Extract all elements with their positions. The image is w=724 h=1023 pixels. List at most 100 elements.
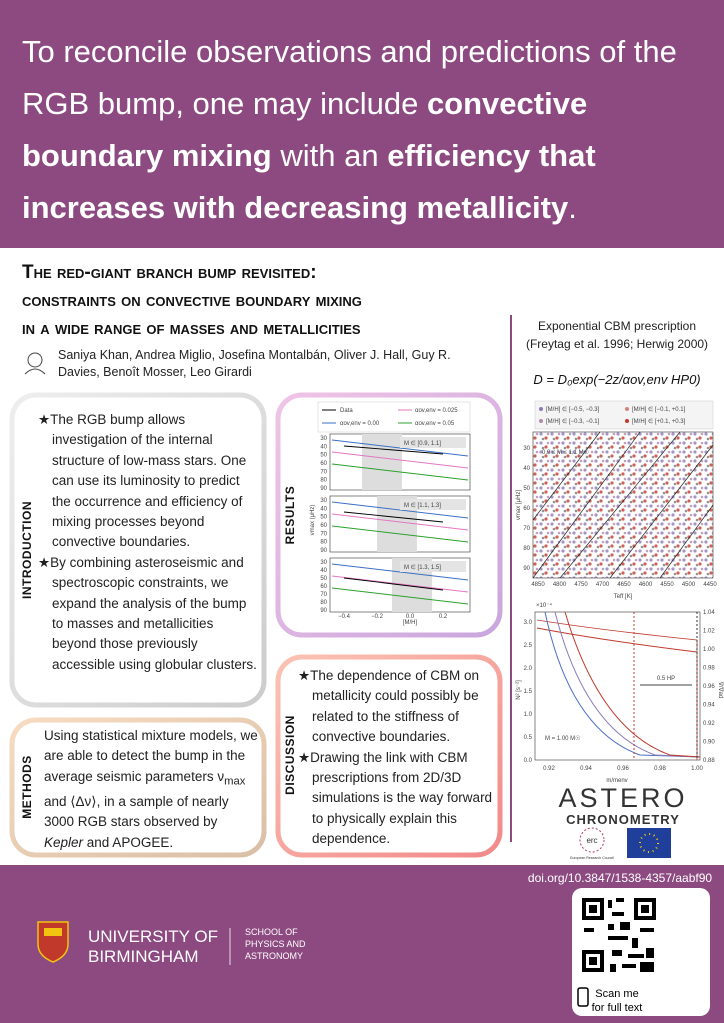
model-line: [331, 513, 469, 531]
y-tick-label: 50: [320, 453, 327, 459]
y-tick-label: 90: [320, 486, 327, 492]
university: BIRMINGHAM: [88, 947, 199, 966]
text-segment: convective boundary mixing: [22, 86, 588, 173]
y-tick-label: 60: [523, 506, 530, 512]
x-tick-label: 0.0: [406, 614, 415, 620]
x-tick-label: 4600: [639, 582, 653, 588]
intro-box: [9, 392, 267, 708]
section-label: RESULTS: [283, 486, 297, 545]
y2-axis-label: ∇/∇ad: [717, 681, 724, 698]
y2-tick-label: 0.88: [703, 758, 715, 764]
university: UNIVERSITY OF: [88, 927, 218, 946]
panel-label: M ∈ [1.3, 1.5]: [404, 564, 441, 571]
x-tick-label: −0.4: [338, 614, 351, 620]
y-tick-label: 1.5: [524, 689, 533, 695]
bullet-text: By combining asteroseismic and spectrosc…: [50, 554, 257, 672]
authors: Saniya Khan, Andrea Miglio, Josefina Mon…: [58, 348, 451, 379]
y-axis-label: νmax (μHz): [310, 505, 316, 536]
y-tick-label: 80: [320, 478, 327, 484]
x-tick-label: 4700: [596, 582, 610, 588]
crest: [37, 921, 69, 963]
y-tick-label: 70: [320, 592, 327, 598]
scale-label: ×10⁻⁴: [536, 602, 552, 609]
erc-text: erc: [586, 836, 597, 845]
model-line: [331, 525, 469, 543]
y-tick-label: 40: [320, 444, 327, 450]
model-line: [331, 575, 469, 593]
bullet-item: ★Drawing the link with CBM prescriptions…: [298, 748, 494, 850]
y-tick-label: 60: [320, 523, 327, 529]
y-tick-label: 70: [523, 526, 530, 532]
discussion-text: ★The dependence of CBM on metallicity co…: [298, 666, 494, 850]
equation: D = D₀exp(−2z/αov,env HP0): [533, 372, 700, 387]
section-label: METHODS: [20, 755, 34, 819]
legend-entry: αov,env = 0.025: [415, 408, 458, 414]
text-segment: max: [224, 775, 246, 788]
legend-entry: Data: [340, 408, 353, 414]
legend-entry: [M/H] ∈ [−0.3, −0.1]: [546, 418, 600, 425]
qr-caption: Scan me: [595, 988, 638, 1000]
y2-tick-label: 0.96: [703, 684, 715, 690]
bullet-item: ★The RGB bump allows investigation of th…: [38, 410, 258, 553]
text-segment: Kepler: [44, 834, 84, 850]
section-label: DISCUSSION: [283, 715, 297, 795]
y-tick-label: 40: [320, 568, 327, 574]
bullet-item: ★By combining asteroseismic and spectros…: [38, 553, 258, 675]
erc-logo: [579, 827, 605, 853]
qr-card: [572, 888, 710, 1016]
y2-tick-label: 1.04: [703, 610, 715, 616]
text-segment: To reconcile observations and prediction…: [22, 34, 677, 121]
y-tick-label: 40: [523, 466, 530, 472]
panel-label-box: [400, 561, 466, 572]
text-segment: .: [568, 190, 577, 225]
y-tick-label: 90: [320, 608, 327, 614]
headline: To reconcile observations and prediction…: [22, 26, 712, 234]
x-axis-label: m/menv: [606, 778, 627, 784]
panel-label-box: [400, 499, 466, 510]
y-tick-label: 90: [320, 548, 327, 554]
bullet-text: The dependence of CBM on metallicity cou…: [310, 668, 479, 745]
methods-box: [9, 717, 267, 858]
bullet-star: ★: [38, 412, 51, 427]
data-line: [343, 511, 444, 523]
y-tick-label: 70: [320, 469, 327, 475]
x-tick-label: 4650: [617, 582, 631, 588]
data-line: [343, 577, 444, 591]
y-tick-label: 70: [320, 531, 327, 537]
y-tick-label: 2.5: [524, 643, 533, 649]
shaded-band: [362, 434, 402, 490]
y-axis-label: νmax [μHz]: [516, 490, 522, 520]
discussion-box: [275, 654, 503, 858]
x-tick-label: 4850: [531, 582, 545, 588]
x-tick-label: 4750: [574, 582, 588, 588]
x-tick-label: 1.00: [691, 766, 703, 772]
y-tick-label: 30: [320, 498, 327, 504]
bullet-star: ★: [298, 749, 311, 765]
data-line: [343, 445, 444, 455]
y-tick-label: 0.5: [524, 735, 533, 741]
text-segment: Using statistical mixture models, we are…: [44, 728, 258, 784]
x-tick-label: 4550: [660, 582, 674, 588]
bullet-star: ★: [298, 668, 311, 683]
title-line: The red-giant branch bump revisited:: [22, 262, 317, 283]
x-tick-label: 0.96: [617, 766, 629, 772]
x-tick-label: 0.2: [439, 614, 448, 620]
phone-icon: [577, 987, 589, 1007]
scatter-figure: [M/H] ∈ [−0.5, −0.3] [M/H] ∈ [−0.3, −0.1…: [516, 400, 714, 600]
profile-figure: 0.5 HP M = 1.00 M☉ ×10⁻⁴ m/menv N² [s⁻²]…: [516, 602, 724, 784]
y-tick-label: 30: [523, 446, 530, 452]
y-tick-label: 80: [320, 600, 327, 606]
doi[interactable]: doi.org/10.3847/1538-4357/aabf90: [528, 871, 712, 885]
y-tick-label: 2.0: [524, 666, 533, 672]
results-box: [275, 392, 503, 638]
text-segment: ν: [217, 768, 225, 784]
y2-tick-label: 0.92: [703, 721, 715, 727]
results-figure: Data αov,env = 0.00 αov,env = 0.025 αov,…: [310, 401, 471, 626]
eu-flag: [627, 828, 671, 858]
y2-tick-label: 0.98: [703, 666, 715, 672]
x-tick-label: 0.92: [543, 766, 555, 772]
y-tick-label: 80: [523, 546, 530, 552]
text-segment: efficiency that increases with decreasin…: [22, 138, 596, 225]
eu-stars: [639, 833, 659, 853]
